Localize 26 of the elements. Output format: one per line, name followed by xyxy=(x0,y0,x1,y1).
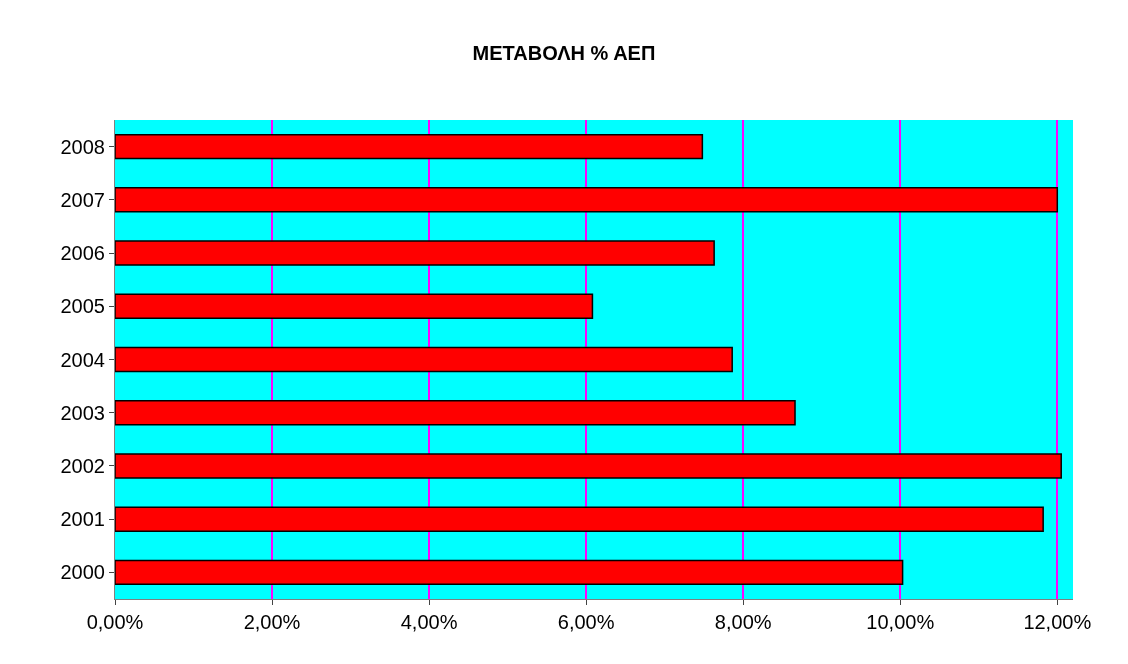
bar xyxy=(115,400,796,426)
y-tick-label: 2003 xyxy=(60,401,105,424)
x-tick-label: 6,00% xyxy=(557,611,615,633)
bar xyxy=(115,187,1059,213)
bar xyxy=(115,133,704,160)
x-tick-label: 10,00% xyxy=(866,611,935,633)
y-tick-label: 2000 xyxy=(60,561,105,584)
bar xyxy=(115,453,1062,479)
x-tick-label: 4,00% xyxy=(400,611,458,633)
x-tick-label: 2,00% xyxy=(243,611,301,633)
chart-title: ΜΕΤΑΒΟΛΗ % ΑΕΠ xyxy=(472,42,656,65)
x-tick-label: 0,00% xyxy=(86,611,144,633)
y-tick-label: 2001 xyxy=(60,508,105,531)
y-tick-label: 2004 xyxy=(60,348,105,371)
x-tick-label: 8,00% xyxy=(714,611,772,633)
bar xyxy=(115,559,904,586)
bar xyxy=(115,506,1044,532)
y-tick-label: 2002 xyxy=(60,454,105,477)
y-tick-label: 2007 xyxy=(60,188,105,211)
x-tick-label: 12,00% xyxy=(1023,611,1092,633)
y-tick-label: 2008 xyxy=(60,135,105,158)
bar xyxy=(115,293,594,319)
bar xyxy=(115,346,733,373)
y-tick-label: 2005 xyxy=(60,295,105,318)
bar xyxy=(115,240,715,266)
y-tick-label: 2006 xyxy=(60,242,105,265)
